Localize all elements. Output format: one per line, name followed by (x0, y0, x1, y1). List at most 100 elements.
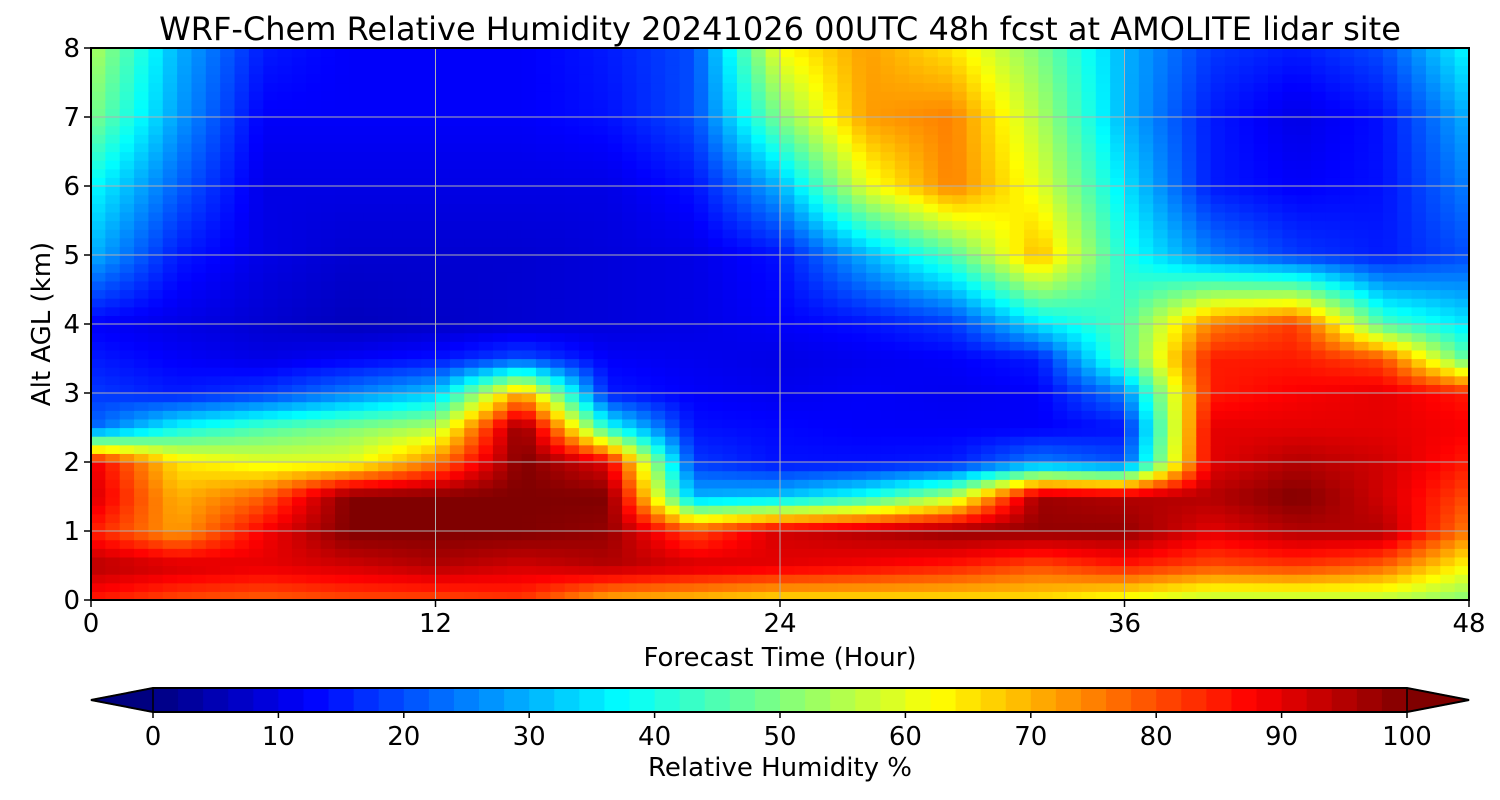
heatmap-cell (1425, 246, 1441, 256)
heatmap-cell (579, 237, 594, 247)
heatmap-cell (1181, 384, 1197, 394)
heatmap-cell (1339, 160, 1355, 170)
heatmap-cell (794, 168, 810, 178)
heatmap-cell (866, 574, 882, 584)
heatmap-cell (1052, 470, 1068, 480)
heatmap-cell (1253, 220, 1269, 230)
heatmap-cell (1110, 272, 1126, 282)
heatmap-cell (1153, 539, 1169, 549)
heatmap-cell (177, 341, 193, 351)
heatmap-cell (1268, 263, 1283, 273)
heatmap-cell (579, 211, 594, 222)
heatmap-cell (535, 194, 551, 204)
heatmap-cell (1268, 384, 1283, 394)
heatmap-cell (679, 280, 695, 291)
heatmap-cell (1296, 263, 1312, 273)
heatmap-cell (177, 306, 193, 316)
heatmap-cell (220, 211, 236, 222)
heatmap-cell (1095, 496, 1111, 506)
heatmap-cell (550, 168, 566, 178)
heatmap-cell (521, 168, 537, 178)
heatmap-cell (349, 194, 365, 204)
heatmap-cell (751, 237, 767, 247)
heatmap-cell (1296, 280, 1312, 291)
heatmap-cell (1440, 358, 1456, 368)
heatmap-cell (248, 384, 264, 394)
heatmap-cell (177, 358, 193, 368)
heatmap-cell (780, 453, 795, 463)
heatmap-cell (952, 332, 968, 342)
heatmap-cell (693, 522, 709, 532)
heatmap-cell (636, 186, 652, 196)
heatmap-cell (722, 462, 738, 472)
heatmap-cell (650, 470, 666, 480)
heatmap-cell (263, 332, 279, 342)
heatmap-cell (277, 168, 293, 178)
heatmap-cell (550, 203, 566, 213)
heatmap-cell (205, 582, 221, 592)
heatmap-cell (1325, 453, 1341, 463)
heatmap-cell (1354, 280, 1370, 291)
heatmap-cell (995, 556, 1011, 567)
heatmap-cell (1253, 237, 1269, 247)
heatmap-cell (148, 522, 164, 532)
heatmap-cell (248, 453, 264, 463)
heatmap-cell (952, 582, 968, 592)
heatmap-cell (521, 289, 537, 299)
heatmap-cell (291, 436, 307, 446)
heatmap-cell (708, 324, 724, 334)
heatmap-cell (980, 306, 996, 316)
heatmap-cell (1167, 462, 1183, 472)
heatmap-cell (263, 211, 279, 222)
heatmap-cell (1095, 177, 1111, 187)
heatmap-cell (406, 280, 422, 291)
heatmap-cell (1067, 306, 1083, 316)
heatmap-cell (693, 574, 709, 584)
heatmap-cell (306, 582, 322, 592)
heatmap-cell (378, 263, 394, 273)
heatmap-cell (923, 444, 939, 454)
heatmap-cell (607, 151, 623, 161)
heatmap-cell (722, 367, 738, 377)
heatmap-cell (421, 548, 437, 558)
heatmap-cell (1354, 151, 1370, 161)
heatmap-cell (1167, 410, 1183, 420)
heatmap-cell (1196, 151, 1212, 161)
heatmap-cell (478, 289, 494, 299)
heatmap-cell (837, 263, 853, 273)
heatmap-cell (808, 410, 824, 420)
heatmap-cell (507, 255, 523, 265)
heatmap-cell (449, 246, 465, 256)
heatmap-cell (291, 410, 307, 420)
heatmap-cell (1167, 194, 1183, 204)
heatmap-cell (937, 401, 953, 411)
heatmap-cell (937, 272, 953, 282)
heatmap-cell (191, 280, 207, 291)
heatmap-cell (1124, 168, 1140, 178)
heatmap-cell (220, 556, 236, 567)
heatmap-cell (880, 462, 896, 472)
heatmap-cell (134, 263, 150, 273)
heatmap-cell (119, 272, 135, 282)
heatmap-cell (909, 220, 925, 230)
heatmap-cell (1138, 591, 1154, 601)
heatmap-cell (507, 487, 523, 498)
heatmap-cell (937, 384, 953, 394)
heatmap-cell (550, 194, 566, 204)
heatmap-cell (751, 367, 767, 377)
heatmap-cell (1110, 306, 1126, 316)
heatmap-cell (1282, 177, 1298, 187)
heatmap-cell (1038, 496, 1054, 506)
heatmap-cell (1339, 177, 1355, 187)
heatmap-cell (1138, 341, 1154, 351)
heatmap-cell (880, 168, 896, 178)
heatmap-cell (177, 522, 193, 532)
heatmap-cell (177, 255, 193, 265)
heatmap-cell (435, 341, 451, 351)
heatmap-cell (1067, 160, 1083, 170)
heatmap-cell (765, 220, 781, 230)
heatmap-cell (765, 505, 781, 515)
heatmap-cell (378, 298, 394, 308)
heatmap-cell (923, 237, 939, 247)
heatmap-cell (622, 237, 638, 247)
